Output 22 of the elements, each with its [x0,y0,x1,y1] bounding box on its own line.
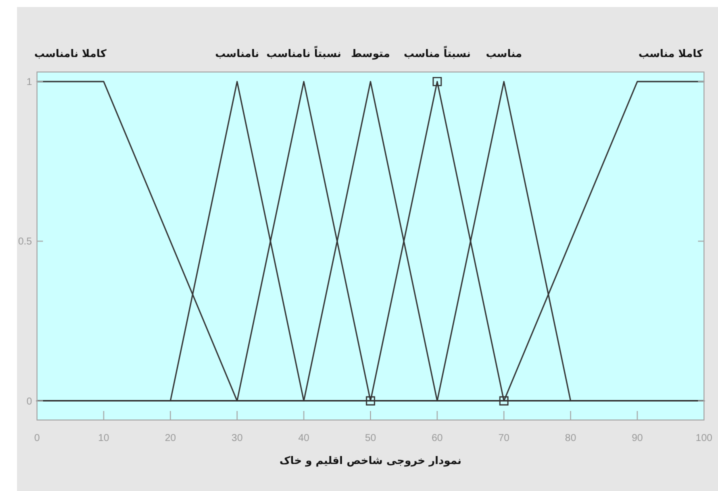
text: نامناسب [215,48,260,60]
x-tick-label: 20 [164,433,176,444]
x-tick-label: 50 [364,433,376,444]
x-axis-title: نمودار خروجی شاخص اقلیم و خاک [280,455,462,467]
x-tick-label: 0 [34,433,40,444]
x-tick-label: 70 [498,433,510,444]
y-tick-label: 0 [26,396,32,408]
x-tick-label: 90 [632,433,644,444]
y-tick-label: 1 [26,77,32,88]
text: نسبتاً مناسب [404,46,471,60]
x-tick-label: 30 [232,433,244,444]
x-tick-label: 60 [432,433,444,444]
x-tick-label: 80 [565,433,577,444]
text: نسبتاً نامناسب [266,46,342,60]
x-tick-label: 10 [98,433,110,444]
x-tick-label: 40 [298,433,310,444]
text: کاملا مناسب [638,48,704,60]
text: متوسط [351,48,390,60]
text: مناسب [486,48,522,60]
x-tick-label: 100 [696,433,713,444]
y-tick-label: 0.5 [18,236,32,248]
text: کاملا نامناسب [34,48,108,60]
